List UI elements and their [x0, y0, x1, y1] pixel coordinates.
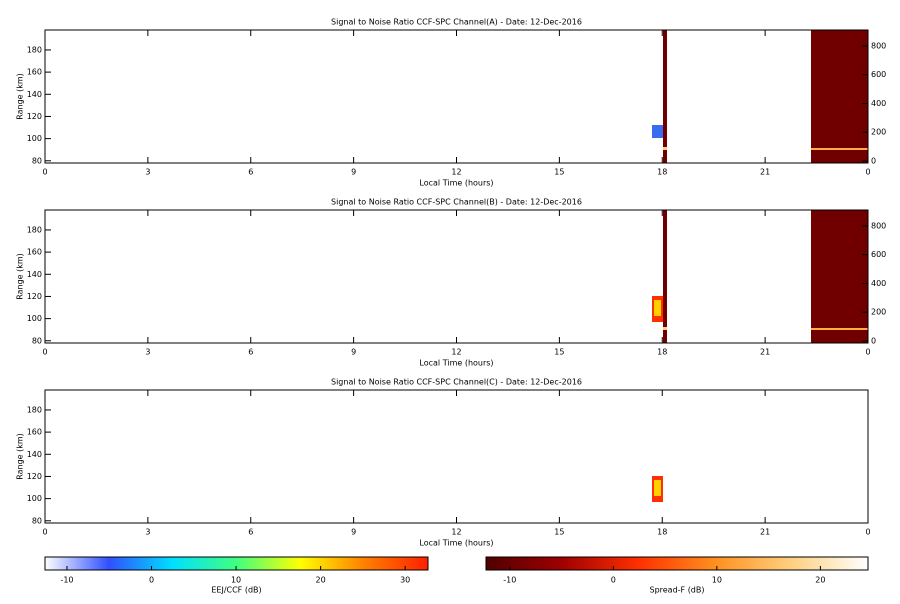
y2-tick-label: 400: [871, 279, 886, 288]
x-tick-label: 3: [145, 348, 150, 357]
colorbar-tick-label: 0: [149, 576, 154, 585]
strip-echo: [663, 327, 667, 330]
y2-tick-label: 200: [871, 128, 886, 137]
x-tick-label: 0: [42, 168, 47, 177]
x-tick-label: 6: [248, 528, 253, 537]
blob: [652, 125, 663, 138]
panel-title: Signal to Noise Ratio CCF-SPC Channel(A)…: [331, 18, 582, 27]
y-tick-label: 80: [32, 156, 42, 165]
x-tick-label: 0: [865, 528, 870, 537]
plot-frame: [44, 29, 869, 164]
x-axis-label: Local Time (hours): [419, 179, 493, 188]
colorbar-tick-label: 20: [316, 576, 326, 585]
y-tick-label: 80: [32, 516, 42, 525]
x-tick-label: 0: [42, 528, 47, 537]
y2-tick-label: 600: [871, 70, 886, 79]
colorbar-label: Spread-F (dB): [649, 586, 704, 595]
y-tick-label: 160: [27, 248, 42, 257]
x-tick-label: 0: [865, 168, 870, 177]
x-tick-label: 12: [451, 168, 461, 177]
y-tick-label: 120: [27, 112, 42, 121]
x-tick-label: 9: [351, 528, 356, 537]
blob-core: [654, 300, 661, 316]
x-tick-label: 6: [248, 348, 253, 357]
colorbar-tick-label: -10: [503, 576, 516, 585]
colorbar: [485, 556, 869, 571]
strip-echo: [663, 147, 667, 150]
spread-f-echo: [811, 328, 868, 330]
y-tick-label: 160: [27, 68, 42, 77]
colorbar-tick-label: -10: [60, 576, 73, 585]
colorbar-tick-label: 10: [231, 576, 241, 585]
x-tick-label: 18: [657, 168, 667, 177]
y-tick-label: 140: [27, 270, 42, 279]
x-tick-label: 21: [760, 168, 770, 177]
y-tick-label: 180: [27, 225, 42, 234]
x-tick-label: 15: [554, 168, 564, 177]
blob-core: [654, 480, 661, 496]
strip: [663, 30, 667, 163]
signal-blobs: [652, 30, 868, 502]
x-tick-label: 0: [42, 348, 47, 357]
y-tick-label: 160: [27, 428, 42, 437]
y-tick-label: 120: [27, 292, 42, 301]
plot-frame: [44, 389, 869, 524]
x-tick-label: 3: [145, 168, 150, 177]
y-tick-label: 80: [32, 336, 42, 345]
y2-tick-label: 200: [871, 308, 886, 317]
x-tick-label: 12: [451, 528, 461, 537]
x-tick-label: 12: [451, 348, 461, 357]
x-tick-label: 21: [760, 528, 770, 537]
y-tick-label: 120: [27, 472, 42, 481]
x-tick-label: 0: [865, 348, 870, 357]
strip: [663, 210, 667, 343]
x-tick-label: 15: [554, 348, 564, 357]
y2-tick-label: 0: [871, 336, 876, 345]
spread-f-block: [811, 210, 868, 343]
y2-tick-label: 0: [871, 156, 876, 165]
y2-tick-label: 800: [871, 41, 886, 50]
colorbar-tick-label: 20: [815, 576, 825, 585]
y-tick-label: 180: [27, 45, 42, 54]
x-tick-label: 9: [351, 168, 356, 177]
x-tick-label: 18: [657, 528, 667, 537]
y-tick-label: 100: [27, 314, 42, 323]
panel-title: Signal to Noise Ratio CCF-SPC Channel(C)…: [331, 378, 582, 387]
y2-tick-label: 800: [871, 221, 886, 230]
y-tick-label: 100: [27, 134, 42, 143]
colorbar-tick-label: 10: [712, 576, 722, 585]
y2-tick-label: 400: [871, 99, 886, 108]
colorbar-label: EEJ/CCF (dB): [211, 586, 261, 595]
x-tick-label: 15: [554, 528, 564, 537]
colorbar-tick-label: 30: [400, 576, 410, 585]
x-tick-label: 21: [760, 348, 770, 357]
plot-frame: [44, 209, 869, 344]
y-tick-label: 140: [27, 450, 42, 459]
y-tick-label: 140: [27, 90, 42, 99]
x-tick-label: 3: [145, 528, 150, 537]
y-tick-label: 180: [27, 405, 42, 414]
x-tick-label: 6: [248, 168, 253, 177]
y-axis-label: Range (km): [16, 73, 25, 120]
y-tick-label: 100: [27, 494, 42, 503]
x-tick-label: 18: [657, 348, 667, 357]
x-axis-label: Local Time (hours): [419, 359, 493, 368]
spread-f-echo: [811, 148, 868, 150]
colorbar-tick-label: 0: [611, 576, 616, 585]
y-axis-label: Range (km): [16, 433, 25, 480]
panel-title: Signal to Noise Ratio CCF-SPC Channel(B)…: [331, 198, 582, 207]
y2-tick-label: 600: [871, 250, 886, 259]
x-tick-label: 9: [351, 348, 356, 357]
spread-f-block: [811, 30, 868, 163]
x-axis-label: Local Time (hours): [419, 539, 493, 548]
y-axis-label: Range (km): [16, 253, 25, 300]
